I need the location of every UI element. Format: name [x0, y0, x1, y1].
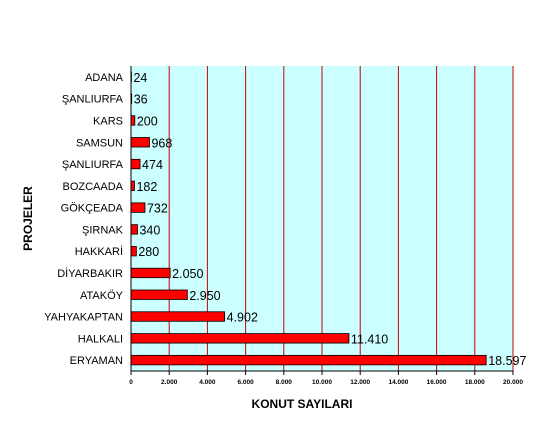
bar	[130, 267, 171, 279]
gridlines	[168, 66, 514, 371]
bar	[130, 158, 141, 170]
value-label: 200	[137, 114, 158, 128]
x-axis-title: KONUT SAYILARI	[252, 397, 353, 411]
value-label: 340	[139, 223, 160, 237]
category-label: ERYAMAN	[70, 355, 123, 367]
category-label: KARS	[93, 115, 123, 127]
category-labels: ADANA ŞANLIURFA KARS SAMSUN ŞANLIURFA BOZCAAD…	[44, 72, 124, 367]
x-tick-label: 20.000	[503, 379, 523, 386]
category-label: HALKALI	[78, 333, 123, 345]
value-label: 474	[142, 158, 163, 172]
bar	[130, 354, 487, 366]
category-label: GÖKÇEADA	[61, 203, 124, 215]
bar	[130, 180, 135, 191]
category-label: DİYARBAKIR	[57, 267, 123, 280]
category-label: SAMSUN	[76, 137, 123, 149]
value-label: 24	[133, 71, 147, 85]
x-tick-label: 14.000	[388, 379, 408, 386]
bar	[130, 289, 188, 300]
x-tick-label: 2.000	[161, 379, 178, 386]
bar	[130, 115, 136, 126]
category-label: BOZCAADA	[62, 181, 123, 193]
category-label: ADANA	[85, 72, 124, 84]
value-label: 2.950	[189, 289, 220, 303]
x-tick-label: 4.000	[199, 379, 216, 386]
category-label: ATAKÖY	[80, 290, 124, 302]
x-tick-label: 18.000	[465, 379, 485, 386]
value-label: 36	[134, 93, 148, 107]
category-label: YAHYAKAPTAN	[44, 312, 123, 324]
value-label: 968	[151, 136, 172, 150]
x-tick-label: 0	[129, 379, 133, 386]
value-label: 732	[147, 202, 168, 216]
y-axis-title: PROJELER	[21, 186, 35, 251]
value-label: 280	[138, 245, 159, 259]
category-label: ŞIRNAK	[82, 224, 124, 236]
value-label: 11.410	[351, 332, 388, 346]
x-tick-label: 16.000	[427, 379, 447, 386]
bar	[130, 246, 137, 257]
x-ticks: 0 2.000 4.000 6.000 8.000 10.000 12.000 14.000 1…	[129, 371, 523, 386]
x-tick-label: 10.000	[312, 379, 332, 386]
bars	[130, 71, 487, 366]
bar	[130, 137, 150, 148]
bar	[130, 333, 350, 344]
bar	[130, 311, 226, 322]
x-tick-label: 8.000	[276, 379, 293, 386]
value-label: 18.597	[488, 354, 526, 368]
value-label: 182	[136, 180, 157, 194]
category-label: ŞANLIURFA	[62, 94, 124, 106]
x-tick-label: 6.000	[237, 379, 254, 386]
category-label: HAKKARİ	[75, 245, 123, 258]
bar	[130, 202, 146, 213]
bar	[130, 224, 138, 235]
x-tick-label: 12.000	[350, 379, 370, 386]
value-label: 2.050	[172, 267, 203, 281]
value-label: 4.902	[227, 311, 258, 325]
value-labels: 24 36 200 968 474 182 732 340 280 2.050 2.950 4.902…	[133, 71, 526, 368]
category-label: ŞANLIURFA	[62, 159, 124, 171]
